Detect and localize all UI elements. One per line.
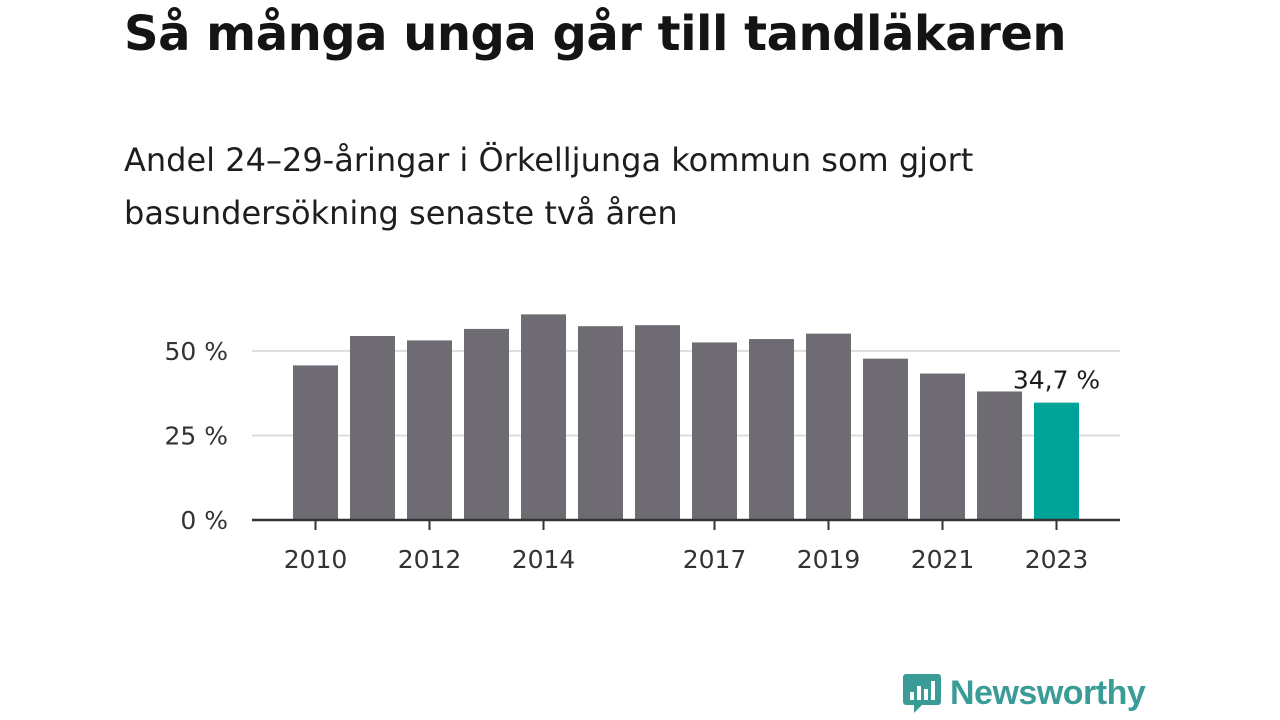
y-tick-label: 50 % [164, 337, 228, 366]
newsworthy-logo: Newsworthy [902, 670, 1146, 716]
y-tick-label: 0 % [180, 506, 228, 535]
bar-2010 [293, 365, 338, 520]
bar-2015 [578, 326, 623, 520]
highlight-value-label: 34,7 % [1013, 366, 1100, 395]
x-tick-label: 2023 [1025, 545, 1089, 574]
chart-title: Så många unga går till tandläkaren [124, 6, 1067, 62]
axes [252, 518, 1120, 530]
bar-2016 [635, 325, 680, 520]
x-tick-label: 2012 [398, 545, 462, 574]
x-tick-label: 2021 [911, 545, 975, 574]
bar-2018 [749, 339, 794, 520]
x-tick-label: 2017 [683, 545, 747, 574]
x-tick-label: 2019 [797, 545, 861, 574]
bar-2017 [692, 342, 737, 520]
x-tick-label: 2014 [512, 545, 576, 574]
x-tick-label: 2010 [284, 545, 348, 574]
bar-2014 [521, 314, 566, 520]
bar-chart-logo-icon [903, 674, 941, 713]
bar-2023 [1034, 402, 1079, 520]
bars [293, 314, 1079, 520]
bar-2020 [863, 358, 908, 520]
grid-lines [252, 349, 1120, 437]
bar-2012 [407, 340, 452, 520]
chart-subtitle: Andel 24–29-åringar i Örkelljunga kommun… [124, 141, 974, 232]
brand-name: Newsworthy [950, 673, 1146, 712]
bar-2022 [977, 391, 1022, 520]
y-tick-label: 25 % [164, 421, 228, 450]
bar-2019 [806, 333, 851, 520]
bar-2021 [920, 373, 965, 520]
labels: 0 % 25 % 50 % 2010 2012 2014 2017 2019 2021 2023 3… [164, 337, 1100, 574]
bar-2011 [350, 336, 395, 520]
bar-2013 [464, 328, 509, 520]
